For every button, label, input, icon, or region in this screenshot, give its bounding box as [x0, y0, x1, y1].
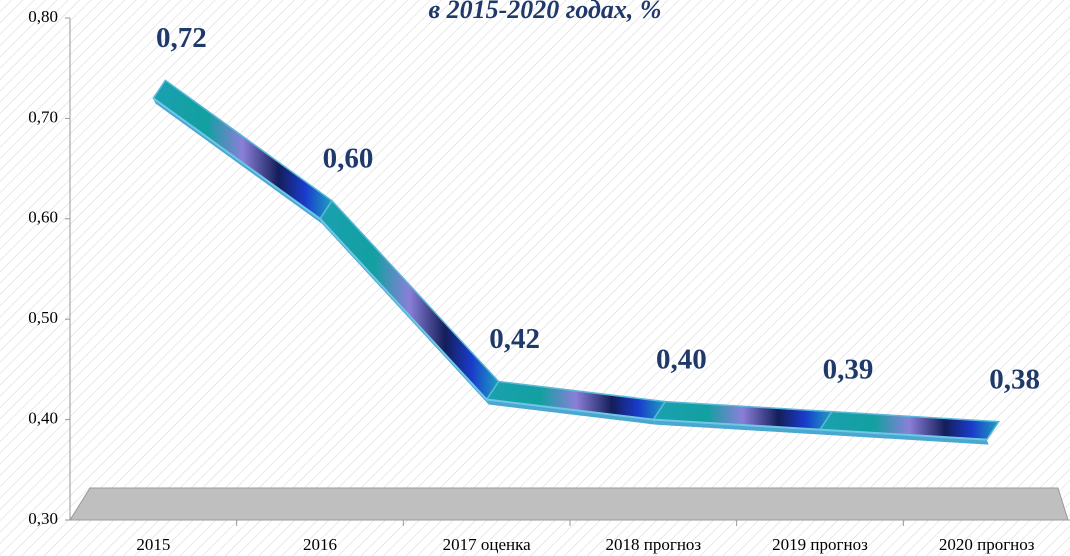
ribbon-edge [653, 419, 822, 435]
x-tick-label: 2020 прогноз [939, 535, 1035, 554]
y-tick-label: 0,30 [28, 509, 58, 528]
y-tick-label: 0,80 [28, 7, 58, 26]
x-tick-label: 2018 прогноз [606, 535, 702, 554]
x-tick-label: 2016 [303, 535, 337, 554]
floor [69, 487, 1069, 521]
ribbon-edge [820, 429, 989, 445]
line [152, 97, 987, 441]
data-label: 0,60 [323, 142, 374, 174]
x-tick-label: 2015 [136, 535, 170, 554]
y-tick-label: 0,50 [28, 308, 58, 327]
y-tick-label: 0,40 [28, 409, 58, 428]
x-tick-label: 2017 оценка [443, 535, 531, 554]
data-label: 0,40 [656, 343, 707, 375]
x-tick-label: 2019 прогноз [772, 535, 868, 554]
chart-title: в 2015-2020 годах, % [428, 0, 661, 24]
y-tick-label: 0,70 [28, 107, 58, 126]
y-tick-label: 0,60 [28, 208, 58, 227]
data-label: 0,72 [156, 22, 207, 54]
data-label: 0,39 [823, 353, 874, 385]
data-label: 0,42 [489, 323, 540, 355]
data-label: 0,38 [989, 363, 1040, 395]
ribbon-edge [486, 399, 656, 425]
